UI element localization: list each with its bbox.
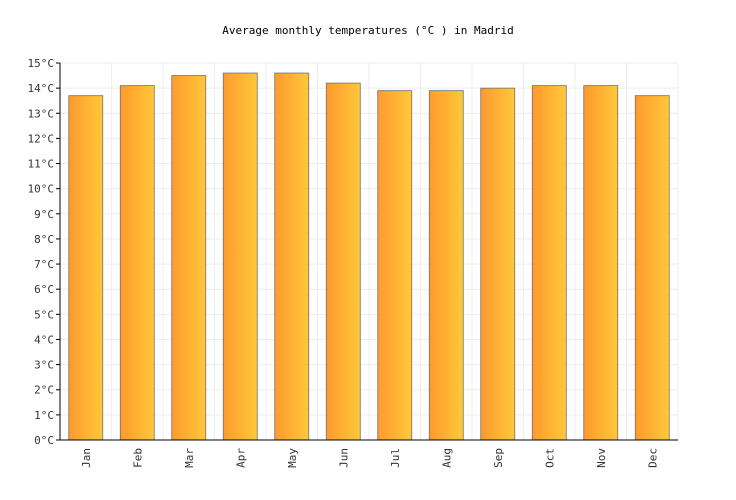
bar-may [274, 72, 310, 441]
x-tick-label: Sep [492, 448, 505, 468]
bar-jun [325, 82, 361, 441]
axes [56, 62, 678, 441]
x-tick-label: Jul [389, 448, 402, 468]
x-tick-label: Nov [595, 448, 608, 468]
bar-dec [634, 95, 670, 441]
bar-nov [583, 85, 619, 441]
x-tick-label: Oct [543, 448, 556, 468]
y-tick-label: 12°C [28, 132, 55, 145]
y-tick-label: 11°C [28, 158, 55, 171]
y-tick-label: 7°C [34, 258, 54, 271]
y-tick-label: 3°C [34, 359, 54, 372]
x-tick-label: Apr [234, 448, 247, 468]
grid-lines [60, 62, 679, 440]
y-tick-label: 5°C [34, 308, 54, 321]
y-tick-label: 9°C [34, 208, 54, 221]
x-tick-label: Feb [131, 448, 144, 468]
x-tick-label: Jun [337, 448, 350, 468]
bar-aug [428, 90, 464, 441]
y-tick-label: 0°C [34, 434, 54, 447]
x-tick-label: Aug [440, 448, 453, 468]
bar-mar [171, 75, 207, 441]
bars [68, 72, 670, 441]
bar-jan [68, 95, 104, 441]
x-tick-labels: Jan Feb Mar Apr May Jun Jul Aug Sep Oct Nov Dec [80, 448, 660, 468]
y-tick-label: 10°C [28, 183, 55, 196]
x-tick-label: Dec [646, 448, 659, 468]
y-tick-labels: 0°C 1°C 2°C 3°C 4°C 5°C 6°C 7°C 8°C 9°C 10°C 11°C 12… [28, 57, 55, 447]
bar-feb [119, 85, 155, 441]
y-tick-label: 14°C [28, 82, 55, 95]
y-tick-label: 6°C [34, 283, 54, 296]
x-tick-label: May [286, 448, 299, 468]
y-tick-label: 8°C [34, 233, 54, 246]
x-tick-label: Mar [183, 448, 196, 468]
bar-oct [531, 85, 567, 441]
y-tick-label: 4°C [34, 333, 54, 346]
y-tick-label: 13°C [28, 107, 55, 120]
y-tick-label: 2°C [34, 384, 54, 397]
bar-apr [222, 72, 258, 441]
chart-title: Average monthly temperatures (°C ) in Ma… [222, 24, 514, 37]
y-tick-label: 15°C [28, 57, 55, 70]
bar-sep [480, 87, 516, 441]
y-tick-label: 1°C [34, 409, 54, 422]
bar-jul [377, 90, 413, 441]
x-tick-label: Jan [80, 448, 93, 468]
